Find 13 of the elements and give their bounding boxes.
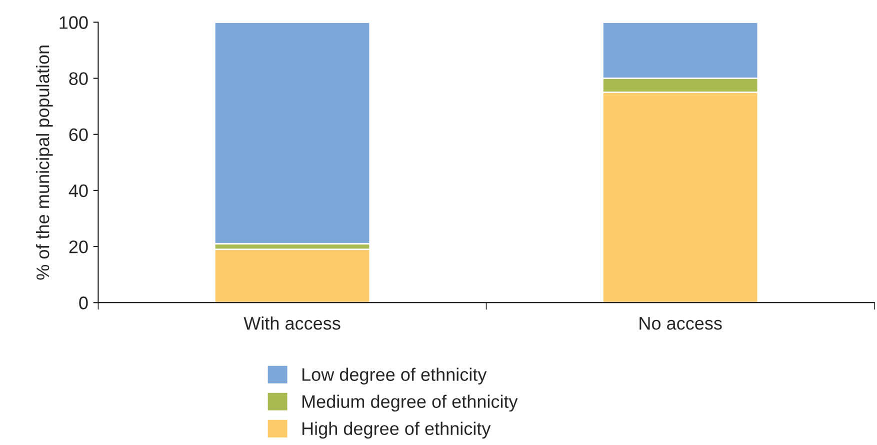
- y-axis-title: % of the municipal population: [36, 46, 53, 280]
- y-tick-label: 20: [69, 240, 88, 254]
- x-tick-label: With access: [244, 316, 340, 330]
- y-tick-label: 0: [79, 296, 88, 310]
- legend-label: Low degree of ethnicity: [302, 368, 487, 385]
- x-tick-label: No access: [640, 317, 722, 330]
- legend-label: High degree of ethnicity: [302, 422, 491, 439]
- y-tick-label: 40: [68, 184, 88, 198]
- y-tick-label: 100: [60, 16, 88, 29]
- bar: [214, 248, 371, 303]
- legend-label: Medium degree of ethnicity: [302, 394, 518, 412]
- y-tick-label: 60: [69, 128, 88, 142]
- y-tick-label: 80: [69, 72, 88, 86]
